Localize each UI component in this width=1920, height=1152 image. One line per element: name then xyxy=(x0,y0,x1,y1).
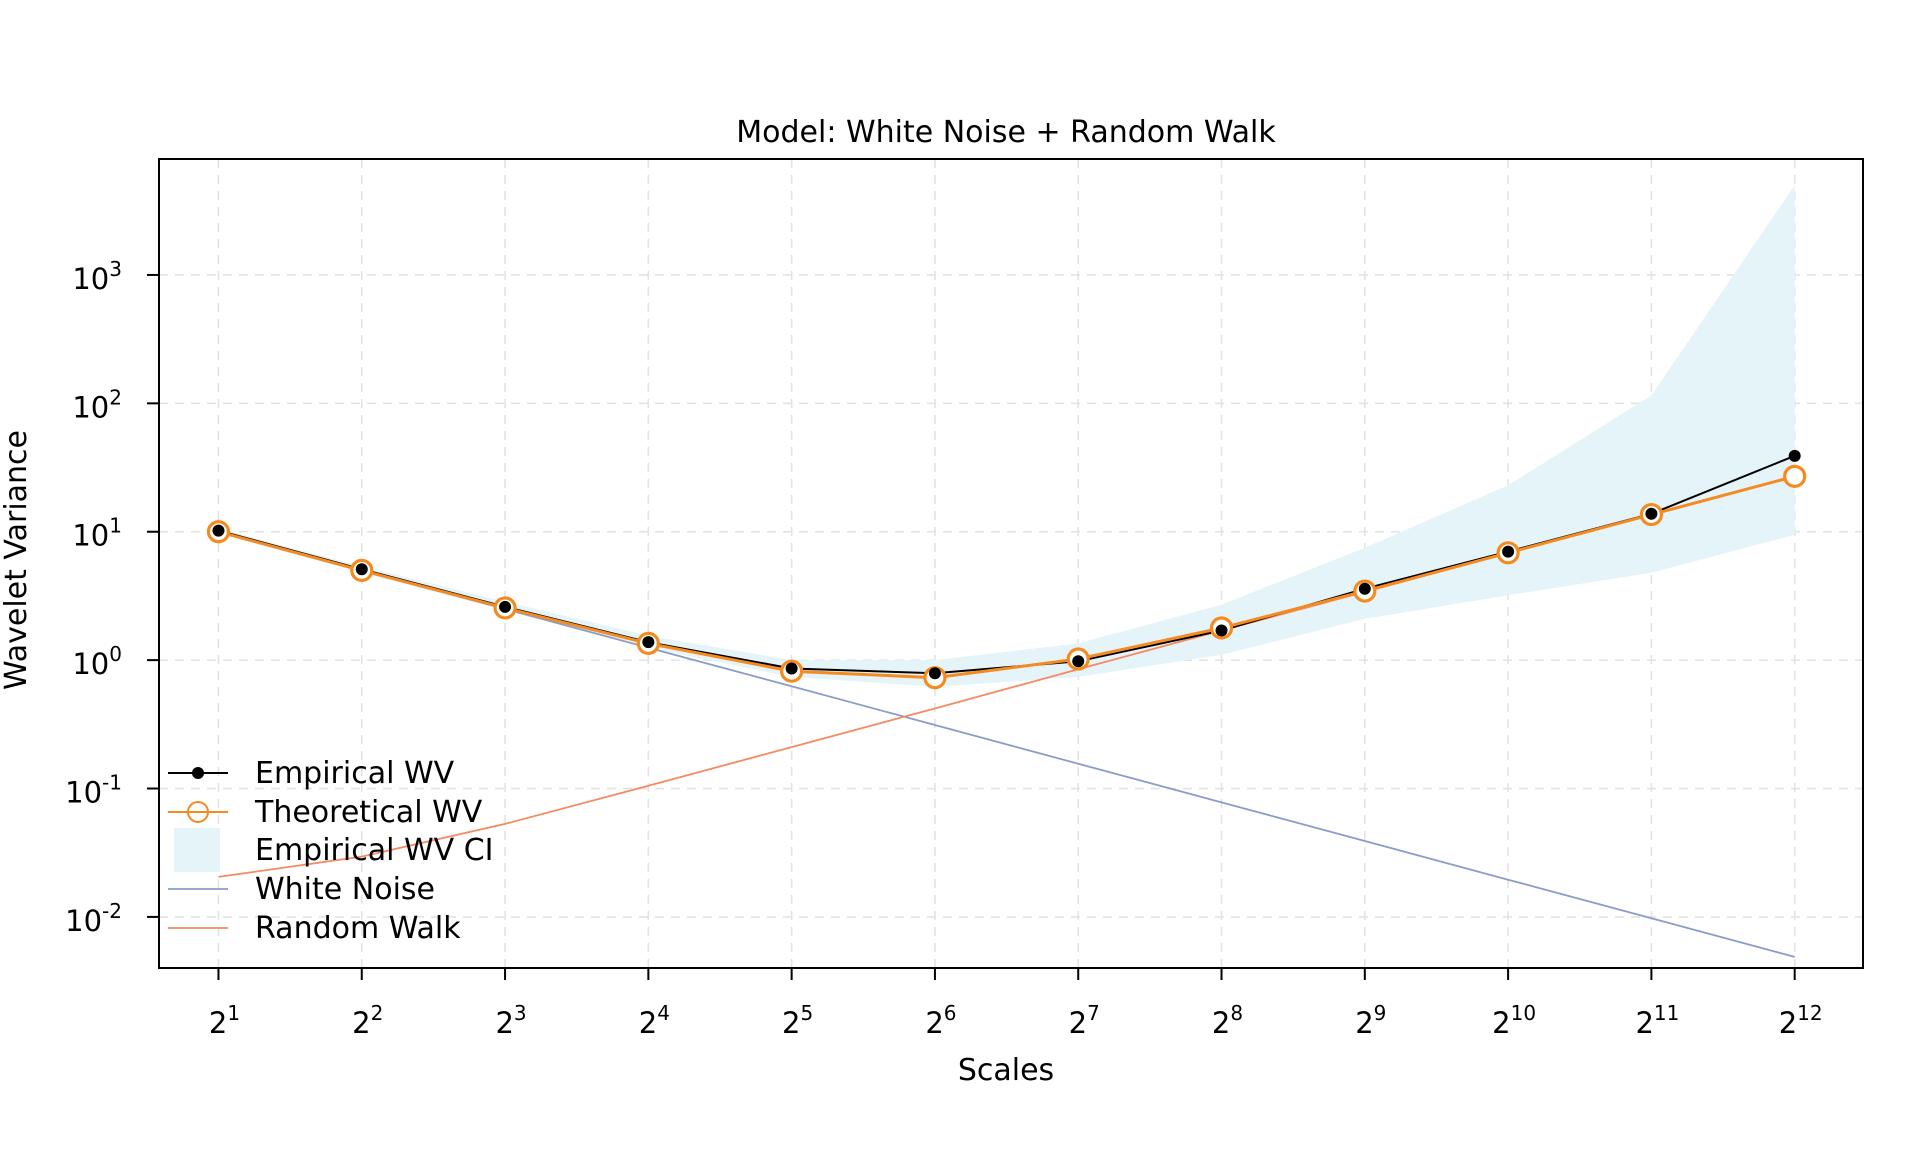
legend-label: White Noise xyxy=(255,872,435,907)
x-tick-label: 211 xyxy=(1635,1001,1679,1040)
empirical-wv-point xyxy=(212,524,225,537)
series-line-theoretical-wv xyxy=(218,474,1796,680)
empirical-wv-point xyxy=(1072,655,1085,668)
legend-swatch-dot xyxy=(192,767,204,779)
x-tick-label: 27 xyxy=(1069,1001,1100,1040)
y-tick-label: 10-2 xyxy=(65,899,122,938)
empirical-wv-point xyxy=(1645,507,1658,520)
x-tick-label: 21 xyxy=(209,1001,240,1040)
y-tick-label: 100 xyxy=(72,642,122,681)
x-tick-label: 22 xyxy=(352,1001,383,1040)
x-axis-label: Scales xyxy=(958,1053,1054,1088)
legend-label: Theoretical WV xyxy=(254,795,483,830)
theoretical-wv-point xyxy=(1783,464,1807,488)
empirical-wv-point xyxy=(928,667,941,680)
plot-frame xyxy=(158,158,1864,969)
x-tick-label: 29 xyxy=(1355,1001,1386,1040)
axes: 21 22 23 24 25 26 27 28 29 210 211 212 10-2 10-1 100 10… xyxy=(65,158,1864,1040)
x-tick-label: 28 xyxy=(1212,1001,1243,1040)
x-tick-label: 24 xyxy=(639,1001,670,1040)
empirical-wv-point xyxy=(1502,545,1515,558)
y-tick-label: 101 xyxy=(72,514,122,553)
legend-label: Empirical WV xyxy=(255,756,455,791)
x-tick-label: 212 xyxy=(1779,1001,1823,1040)
x-tick-label: 23 xyxy=(495,1001,526,1040)
ci-band-layer xyxy=(218,185,1795,687)
legend-label: Empirical WV CI xyxy=(255,833,494,868)
legend-label: Random Walk xyxy=(255,911,461,946)
empirical-wv-point xyxy=(499,600,512,613)
empirical-wv-point xyxy=(355,563,368,576)
legend-swatch-circle xyxy=(187,801,209,823)
y-tick-label: 10-1 xyxy=(65,771,122,810)
ci-band-empirical-wv xyxy=(218,185,1795,687)
empirical-wv-point xyxy=(1215,624,1228,637)
y-tick-label: 102 xyxy=(72,385,122,424)
empirical-wv-point xyxy=(642,636,655,649)
series-markers-layer xyxy=(206,449,1807,690)
y-axis-label: Wavelet Variance xyxy=(0,430,34,690)
series-lines-layer xyxy=(218,454,1796,958)
empirical-wv-point xyxy=(1788,449,1801,462)
x-tick-label: 26 xyxy=(925,1001,956,1040)
empirical-wv-point xyxy=(785,662,798,675)
chart-title: Model: White Noise + Random Walk xyxy=(736,115,1276,150)
empirical-wv-point xyxy=(1358,582,1371,595)
x-tick-label: 25 xyxy=(782,1001,813,1040)
y-tick-label: 103 xyxy=(72,257,122,296)
x-tick-label: 210 xyxy=(1492,1001,1536,1040)
legend-swatch-band xyxy=(174,828,220,872)
